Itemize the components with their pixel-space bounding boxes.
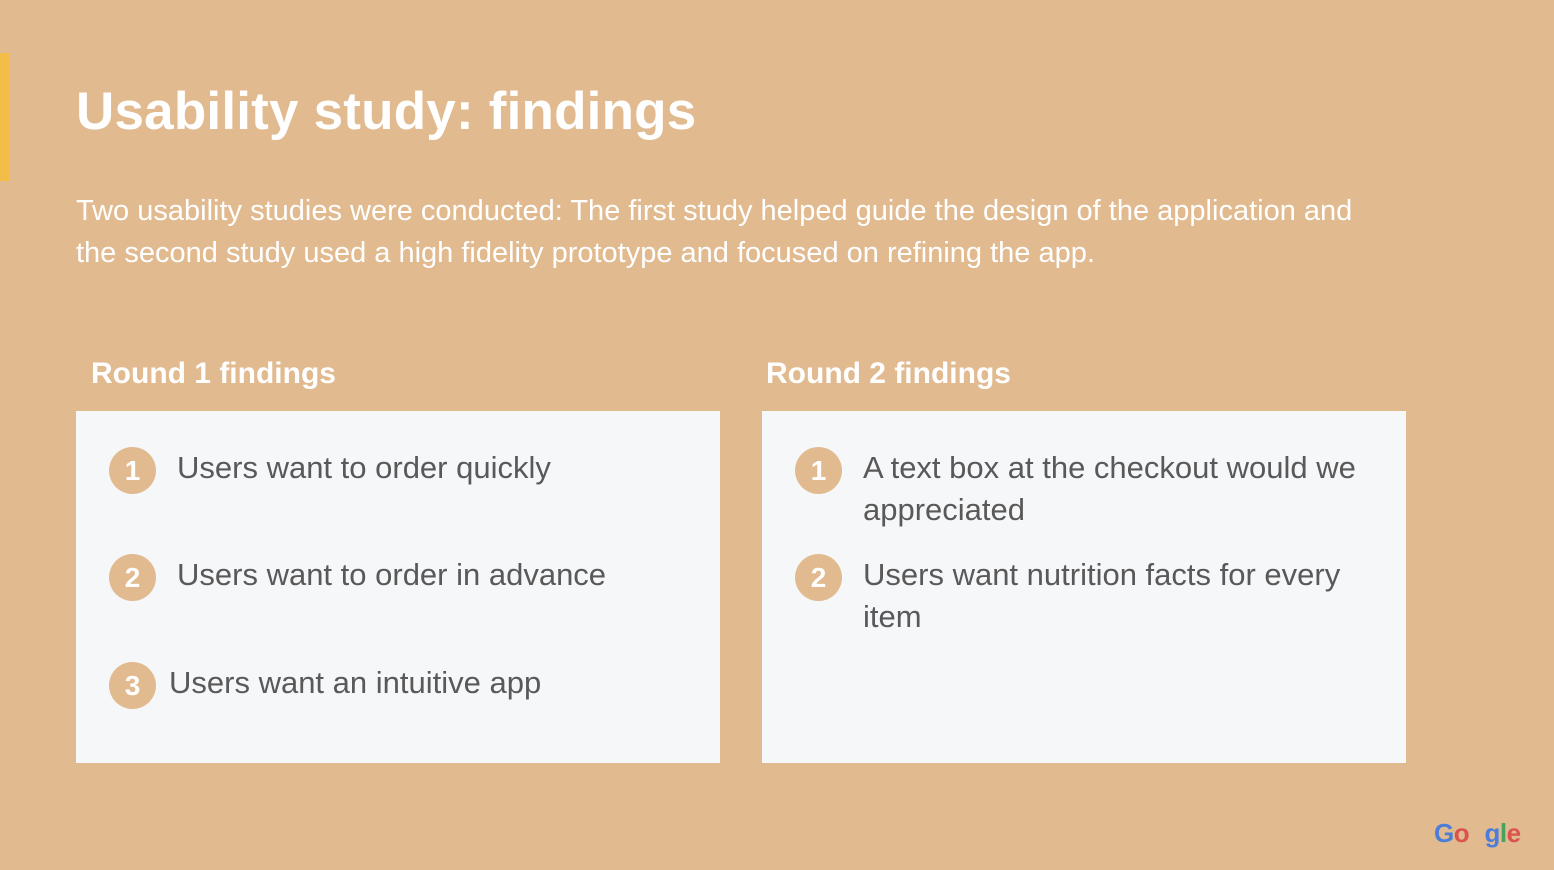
finding-item: 2 Users want to order in advance (109, 554, 606, 601)
finding-text: A text box at the checkout would we appr… (863, 450, 1356, 527)
number-badge: 2 (109, 554, 156, 601)
accent-bar (0, 53, 10, 181)
intro-paragraph: Two usability studies were conducted: Th… (76, 195, 1353, 269)
google-logo: Google (1434, 818, 1521, 848)
round-1-heading: Round 1 findings (91, 357, 336, 390)
number-badge: 2 (795, 554, 842, 601)
number-badge: 3 (109, 662, 156, 709)
round-2-heading: Round 2 findings (766, 357, 1011, 390)
finding-text: Users want to order in advance (177, 557, 607, 592)
slide-title: Usability study: findings (76, 82, 697, 141)
number-badge: 1 (795, 447, 842, 494)
finding-item: 3 Users want an intuitive app (109, 662, 541, 709)
round-1-card: 1 Users want to order quickly 2 Users wa… (76, 411, 720, 763)
finding-text: Users want an intuitive app (169, 665, 542, 700)
finding-text: Users want to order quickly (177, 450, 551, 485)
finding-item: 1 Users want to order quickly (109, 447, 551, 494)
finding-item: 2 Users want nutrition facts for every i… (795, 554, 1393, 638)
number-badge: 1 (109, 447, 156, 494)
finding-text: Users want nutrition facts for every ite… (863, 557, 1341, 634)
round-2-card: 1 A text box at the checkout would we ap… (762, 411, 1406, 763)
finding-item: 1 A text box at the checkout would we ap… (795, 447, 1393, 531)
